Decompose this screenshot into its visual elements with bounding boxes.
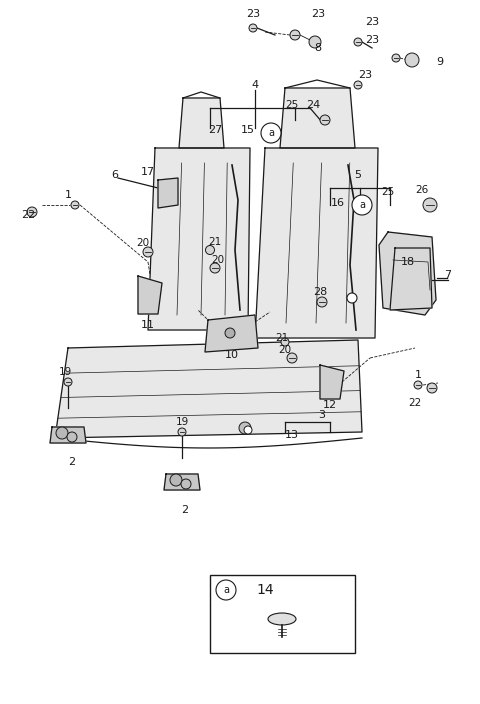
Circle shape xyxy=(143,247,153,257)
Text: 25: 25 xyxy=(286,100,299,110)
FancyBboxPatch shape xyxy=(210,575,355,653)
Text: 16: 16 xyxy=(331,198,345,208)
Circle shape xyxy=(205,246,215,255)
Circle shape xyxy=(181,479,191,489)
Circle shape xyxy=(354,81,362,89)
Circle shape xyxy=(71,201,79,209)
Text: 7: 7 xyxy=(444,270,452,280)
Text: 26: 26 xyxy=(415,185,429,195)
Text: a: a xyxy=(268,128,274,138)
Polygon shape xyxy=(50,427,86,443)
Text: 20: 20 xyxy=(211,255,225,265)
Text: a: a xyxy=(359,200,365,210)
Circle shape xyxy=(317,297,327,307)
Text: 4: 4 xyxy=(252,80,259,90)
Text: 22: 22 xyxy=(408,398,421,408)
Circle shape xyxy=(281,338,289,346)
Polygon shape xyxy=(138,276,162,314)
Circle shape xyxy=(354,38,362,46)
Circle shape xyxy=(27,207,37,217)
Circle shape xyxy=(64,378,72,386)
Text: 1: 1 xyxy=(415,370,421,380)
Text: 6: 6 xyxy=(111,170,119,180)
Text: 13: 13 xyxy=(285,430,299,440)
Polygon shape xyxy=(255,148,378,338)
Text: 5: 5 xyxy=(355,170,361,180)
Circle shape xyxy=(287,353,297,363)
Text: 21: 21 xyxy=(276,333,288,343)
Text: 25: 25 xyxy=(382,187,395,197)
Text: 24: 24 xyxy=(306,100,320,110)
Polygon shape xyxy=(280,88,355,148)
Polygon shape xyxy=(164,474,200,490)
Circle shape xyxy=(216,580,236,600)
Text: 22: 22 xyxy=(21,210,35,220)
Text: 19: 19 xyxy=(59,367,72,377)
Text: 2: 2 xyxy=(181,505,189,515)
Circle shape xyxy=(225,328,235,338)
Circle shape xyxy=(244,426,252,434)
Circle shape xyxy=(210,263,220,273)
Circle shape xyxy=(427,383,437,393)
Ellipse shape xyxy=(268,613,296,625)
Text: 20: 20 xyxy=(278,345,291,355)
Circle shape xyxy=(347,293,357,303)
Circle shape xyxy=(405,53,419,67)
Circle shape xyxy=(352,195,372,215)
Text: 23: 23 xyxy=(311,9,325,19)
Text: a: a xyxy=(223,585,229,595)
Text: 19: 19 xyxy=(175,417,189,427)
Text: 14: 14 xyxy=(256,583,274,597)
Text: 23: 23 xyxy=(365,17,379,27)
Polygon shape xyxy=(205,315,258,352)
Circle shape xyxy=(423,198,437,212)
Text: 23: 23 xyxy=(358,70,372,80)
Text: 2: 2 xyxy=(69,457,75,467)
Text: 3: 3 xyxy=(319,410,325,420)
Text: 12: 12 xyxy=(323,400,337,410)
Text: 18: 18 xyxy=(401,257,415,267)
Circle shape xyxy=(249,24,257,32)
Polygon shape xyxy=(179,98,224,148)
Circle shape xyxy=(178,428,186,436)
Circle shape xyxy=(67,432,77,442)
Text: 15: 15 xyxy=(241,125,255,135)
Polygon shape xyxy=(390,248,432,310)
Text: 28: 28 xyxy=(313,287,327,297)
Circle shape xyxy=(320,115,330,125)
Circle shape xyxy=(309,36,321,48)
Polygon shape xyxy=(55,340,362,438)
Text: 20: 20 xyxy=(136,238,150,248)
Polygon shape xyxy=(158,178,178,208)
Text: 17: 17 xyxy=(141,167,155,177)
Text: 1: 1 xyxy=(64,190,72,200)
Circle shape xyxy=(170,474,182,486)
Circle shape xyxy=(261,123,281,143)
Polygon shape xyxy=(148,148,250,330)
Circle shape xyxy=(414,381,422,389)
Polygon shape xyxy=(320,365,344,399)
Text: 27: 27 xyxy=(208,125,222,135)
Text: 8: 8 xyxy=(314,43,322,53)
Text: 9: 9 xyxy=(436,57,444,67)
Circle shape xyxy=(56,427,68,439)
Circle shape xyxy=(392,54,400,62)
Text: 21: 21 xyxy=(208,237,222,247)
Text: 11: 11 xyxy=(141,320,155,330)
Text: 23: 23 xyxy=(365,35,379,45)
Text: 10: 10 xyxy=(225,350,239,360)
Circle shape xyxy=(290,30,300,40)
Polygon shape xyxy=(379,232,436,315)
Circle shape xyxy=(239,422,251,434)
Text: 23: 23 xyxy=(246,9,260,19)
